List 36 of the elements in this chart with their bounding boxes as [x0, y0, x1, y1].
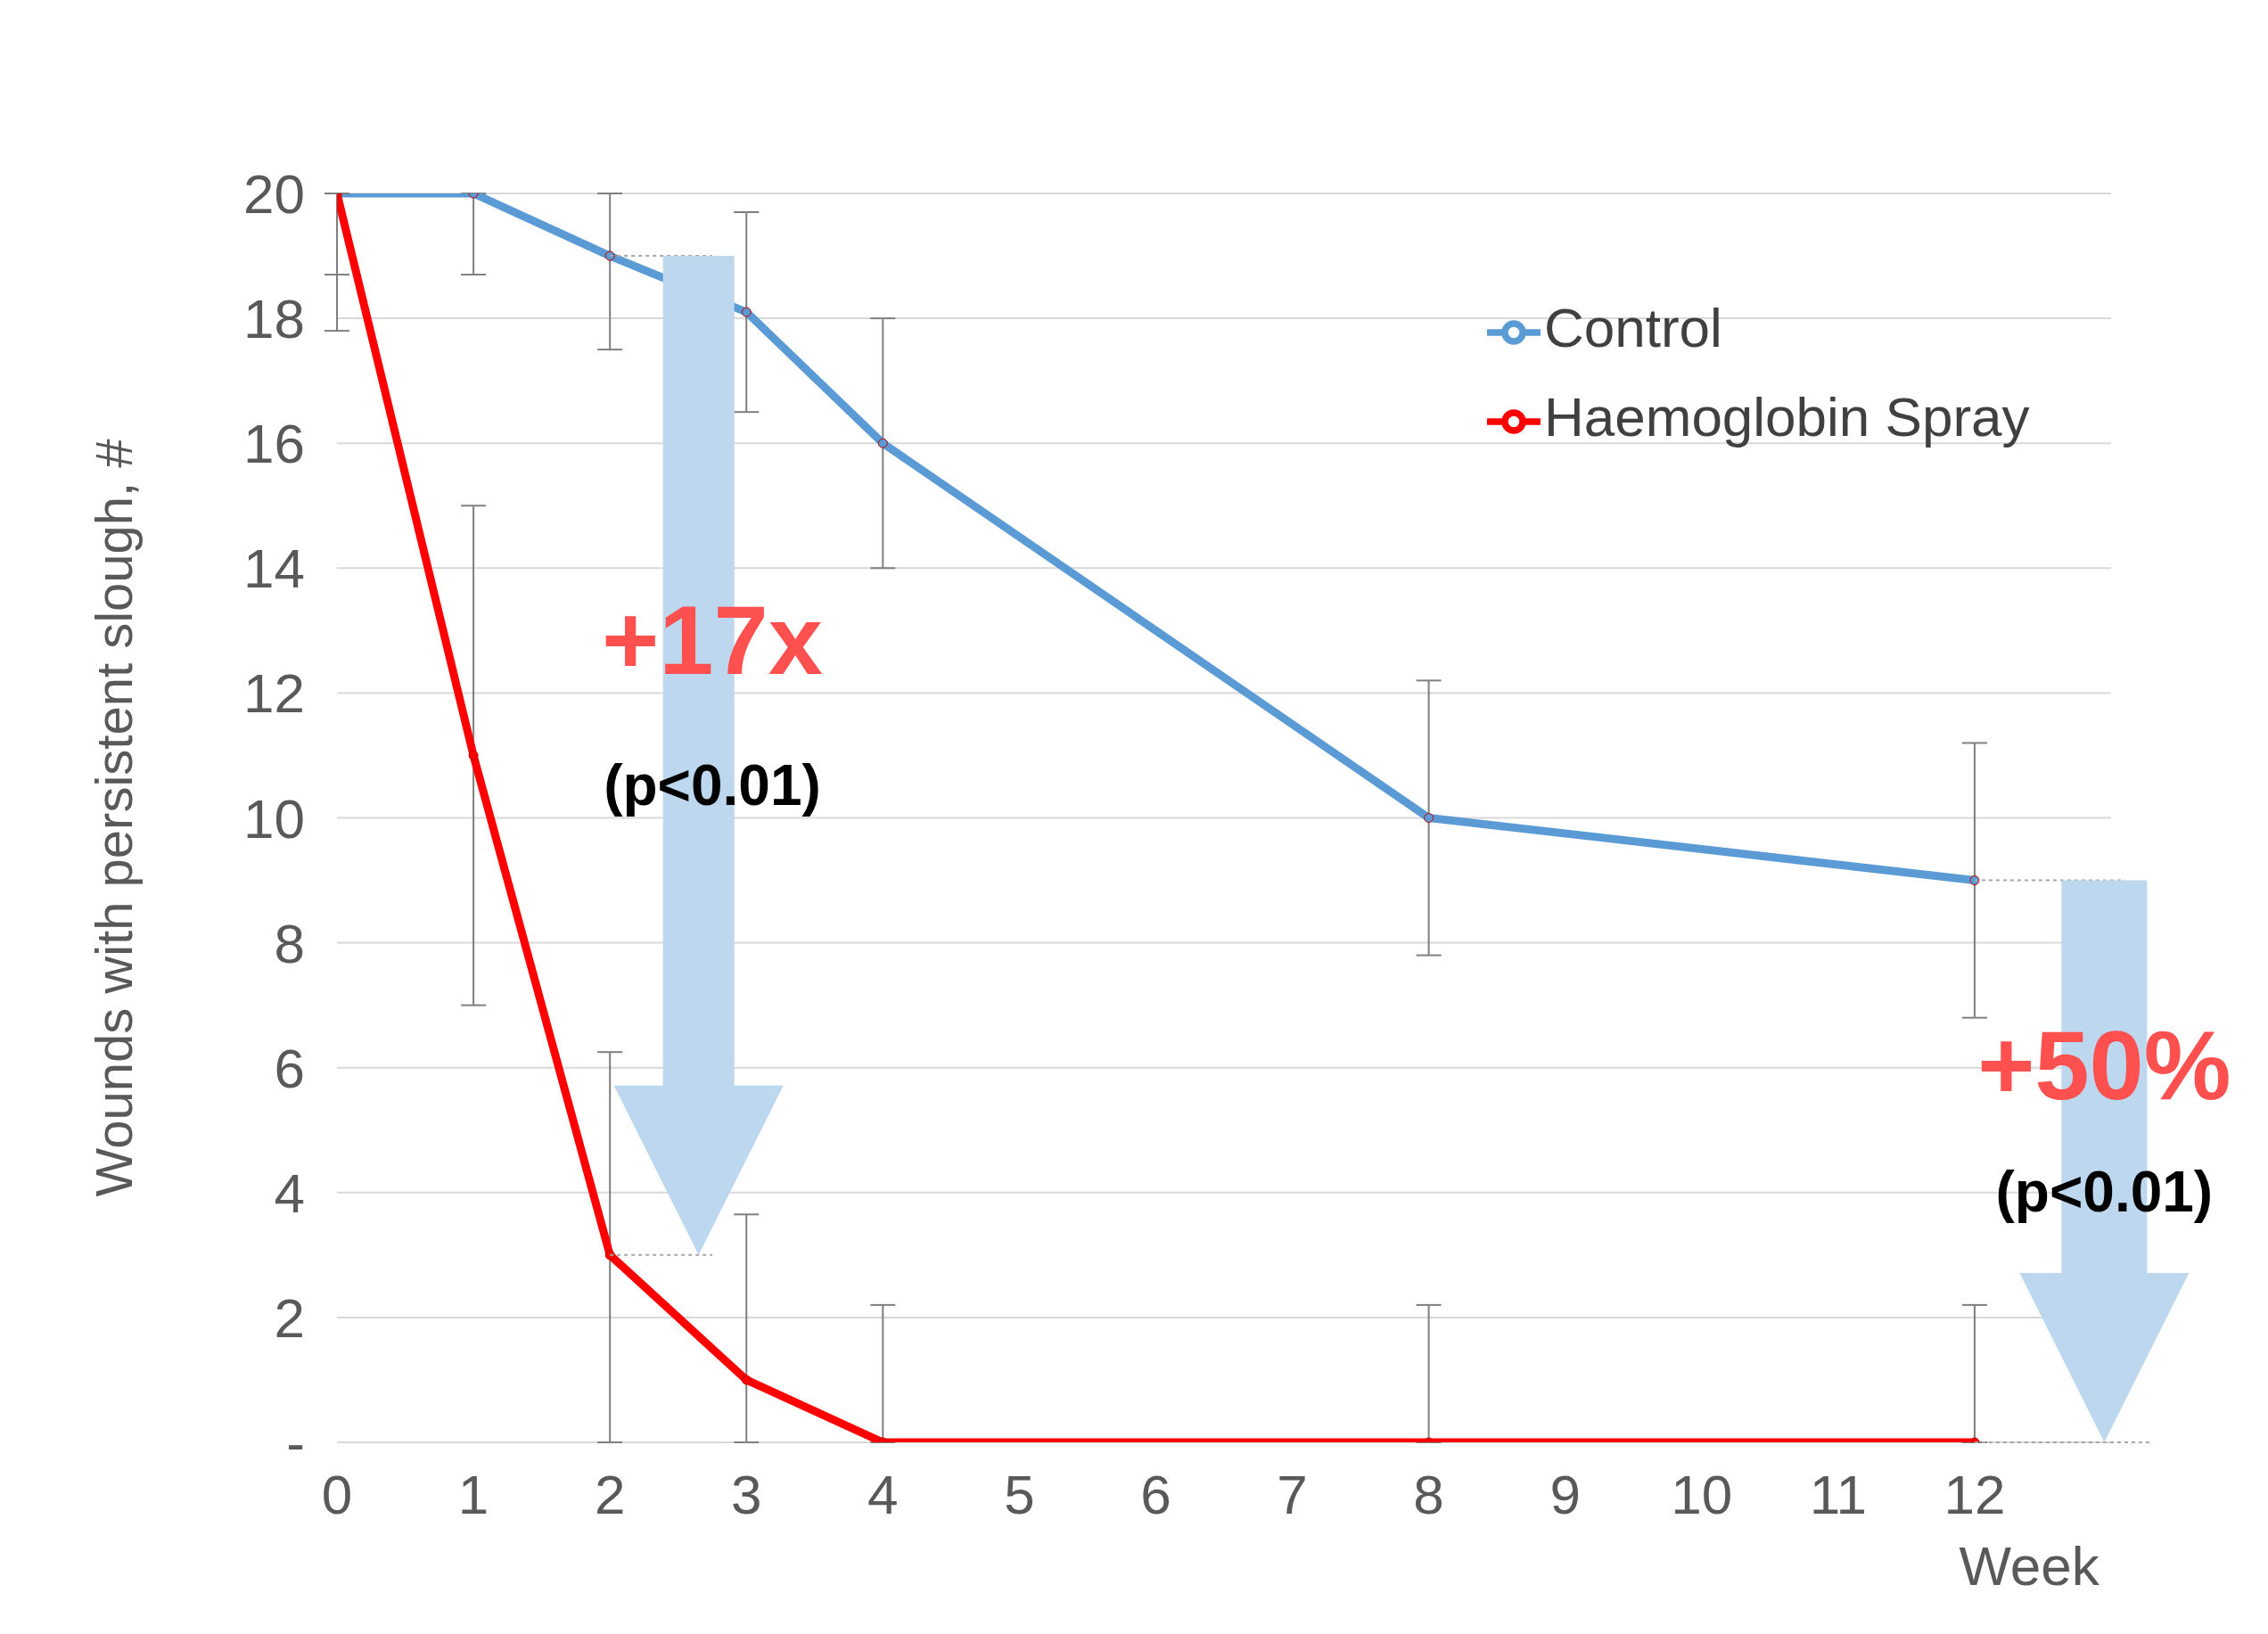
x-tick-label: 12: [1943, 1464, 2006, 1526]
y-tick-label: -: [286, 1412, 305, 1474]
annotation: (p<0.01): [1995, 1159, 2214, 1224]
y-tick-label: 10: [243, 787, 305, 850]
y-tick-label: 20: [243, 163, 305, 226]
y-tick-label: 12: [243, 662, 305, 725]
x-tick-label: 1: [457, 1464, 489, 1526]
x-tick-label: 8: [1413, 1464, 1444, 1526]
y-tick-label: 2: [274, 1286, 305, 1349]
y-tick-label: 4: [274, 1162, 305, 1224]
annotation: +50%: [1977, 1009, 2231, 1120]
y-tick-label: 14: [243, 538, 305, 600]
x-tick-label: 11: [1809, 1464, 1868, 1526]
annotation: +17x: [602, 585, 823, 695]
point: [468, 750, 479, 760]
x-axis-title: Week: [1959, 1535, 2100, 1597]
x-tick-label: 6: [1140, 1464, 1171, 1526]
x-tick-label: 5: [1004, 1464, 1035, 1526]
annotation: (p<0.01): [604, 753, 821, 818]
x-tick-label: 4: [867, 1464, 899, 1526]
x-tick-label: 9: [1549, 1464, 1581, 1526]
point: [741, 307, 752, 317]
legend-label: Control: [1544, 297, 1722, 358]
x-tick-label: 10: [1671, 1464, 1733, 1526]
y-tick-label: 18: [243, 288, 305, 350]
y-tick-label: 6: [274, 1037, 305, 1099]
y-tick-label: 8: [274, 912, 305, 974]
x-tick-label: 3: [730, 1464, 762, 1526]
point: [1424, 813, 1434, 823]
x-tick-label: 2: [594, 1464, 626, 1526]
y-axis-title: Wounds with persistent slough, #: [85, 439, 143, 1197]
x-tick-label: 7: [1277, 1464, 1308, 1526]
y-tick-label: 16: [243, 413, 305, 475]
x-tick-label: 0: [321, 1464, 353, 1526]
point: [877, 438, 888, 448]
legend-label: Haemoglobin Spray: [1544, 386, 2030, 448]
